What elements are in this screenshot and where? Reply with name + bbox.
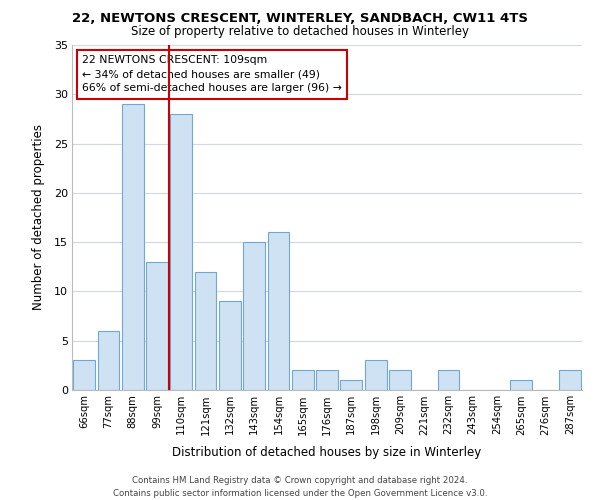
Text: Size of property relative to detached houses in Winterley: Size of property relative to detached ho…: [131, 25, 469, 38]
Bar: [219, 302, 241, 390]
Text: Contains HM Land Registry data © Crown copyright and database right 2024.
Contai: Contains HM Land Registry data © Crown c…: [113, 476, 487, 498]
Bar: [194, 272, 217, 390]
Bar: [268, 232, 289, 390]
Bar: [316, 370, 338, 390]
Bar: [146, 262, 168, 390]
Bar: [97, 331, 119, 390]
Y-axis label: Number of detached properties: Number of detached properties: [32, 124, 46, 310]
Bar: [365, 360, 386, 390]
Bar: [243, 242, 265, 390]
X-axis label: Distribution of detached houses by size in Winterley: Distribution of detached houses by size …: [172, 446, 482, 458]
Bar: [292, 370, 314, 390]
Text: 22, NEWTONS CRESCENT, WINTERLEY, SANDBACH, CW11 4TS: 22, NEWTONS CRESCENT, WINTERLEY, SANDBAC…: [72, 12, 528, 26]
Bar: [73, 360, 95, 390]
Bar: [389, 370, 411, 390]
Text: 22 NEWTONS CRESCENT: 109sqm
← 34% of detached houses are smaller (49)
66% of sem: 22 NEWTONS CRESCENT: 109sqm ← 34% of det…: [82, 56, 342, 94]
Bar: [559, 370, 581, 390]
Bar: [122, 104, 143, 390]
Bar: [340, 380, 362, 390]
Bar: [170, 114, 192, 390]
Bar: [437, 370, 460, 390]
Bar: [511, 380, 532, 390]
